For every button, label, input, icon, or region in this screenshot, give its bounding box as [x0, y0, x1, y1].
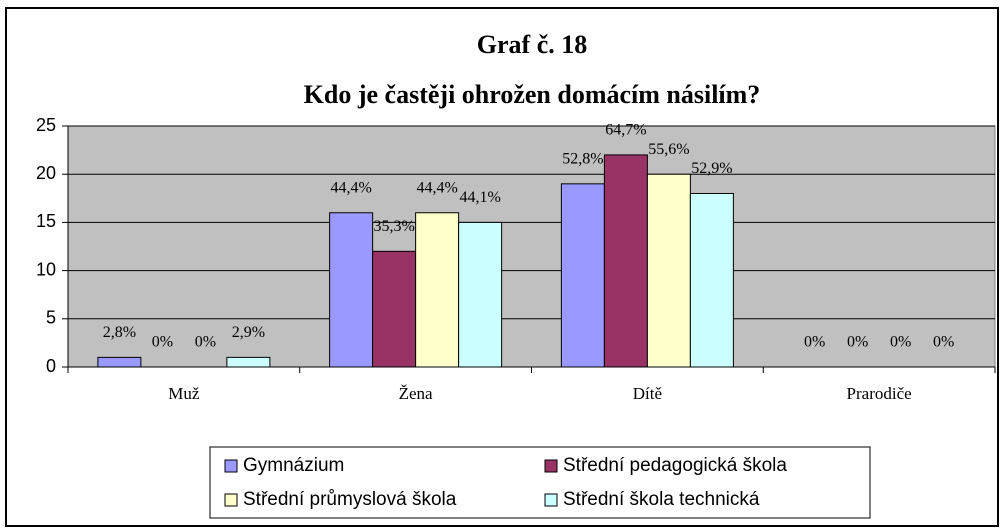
- y-tick-label: 5: [46, 308, 56, 328]
- bar: [458, 221, 503, 368]
- bar: [226, 356, 271, 368]
- legend-label: Gymnázium: [243, 455, 344, 476]
- bar: [97, 356, 142, 368]
- data-label: 35,3%: [373, 218, 414, 235]
- y-tick-label: 10: [36, 259, 56, 279]
- data-label: 0%: [195, 334, 216, 351]
- y-tick-label: 0: [46, 356, 56, 376]
- data-label: 44,4%: [330, 179, 371, 196]
- data-label: 0%: [152, 334, 173, 351]
- legend-swatch: [544, 493, 558, 507]
- data-label: 44,4%: [416, 179, 457, 196]
- chart-subtitle: Kdo je častěji ohrožen domácím násilím?: [304, 80, 761, 109]
- data-label: 44,1%: [459, 189, 500, 206]
- data-label: 0%: [804, 334, 825, 351]
- data-label: 0%: [847, 334, 868, 351]
- data-label: 55,6%: [648, 141, 689, 158]
- legend-label: Střední průmyslová škola: [243, 489, 457, 510]
- chart-title: Graf č. 18: [477, 30, 587, 59]
- bar: [329, 212, 374, 368]
- y-tick-label: 15: [36, 211, 56, 231]
- bar: [689, 192, 734, 368]
- bar: [603, 154, 648, 368]
- bar: [372, 250, 417, 368]
- bar: [415, 212, 460, 368]
- bar: [560, 183, 605, 368]
- data-label: 52,8%: [562, 151, 603, 168]
- data-label: 2,8%: [103, 324, 136, 341]
- x-tick-label: Žena: [399, 384, 433, 403]
- legend-box: [209, 446, 871, 519]
- data-label: 64,7%: [605, 122, 646, 139]
- data-label: 0%: [933, 334, 954, 351]
- legend-swatch: [224, 459, 238, 473]
- y-tick-label: 25: [36, 115, 56, 135]
- plot-area: [67, 125, 996, 368]
- x-tick-label: Prarodiče: [847, 384, 912, 403]
- data-label: 52,9%: [691, 160, 732, 177]
- y-tick-label: 20: [36, 163, 56, 183]
- data-label: 0%: [890, 334, 911, 351]
- x-tick-label: Muž: [168, 384, 200, 403]
- legend-swatch: [224, 493, 238, 507]
- legend-swatch: [544, 459, 558, 473]
- legend-label: Střední pedagogická škola: [563, 455, 787, 476]
- data-label: 2,9%: [232, 324, 265, 341]
- legend-label: Střední škola technická: [563, 489, 760, 510]
- bar: [646, 173, 691, 368]
- x-tick-label: Dítě: [633, 384, 662, 403]
